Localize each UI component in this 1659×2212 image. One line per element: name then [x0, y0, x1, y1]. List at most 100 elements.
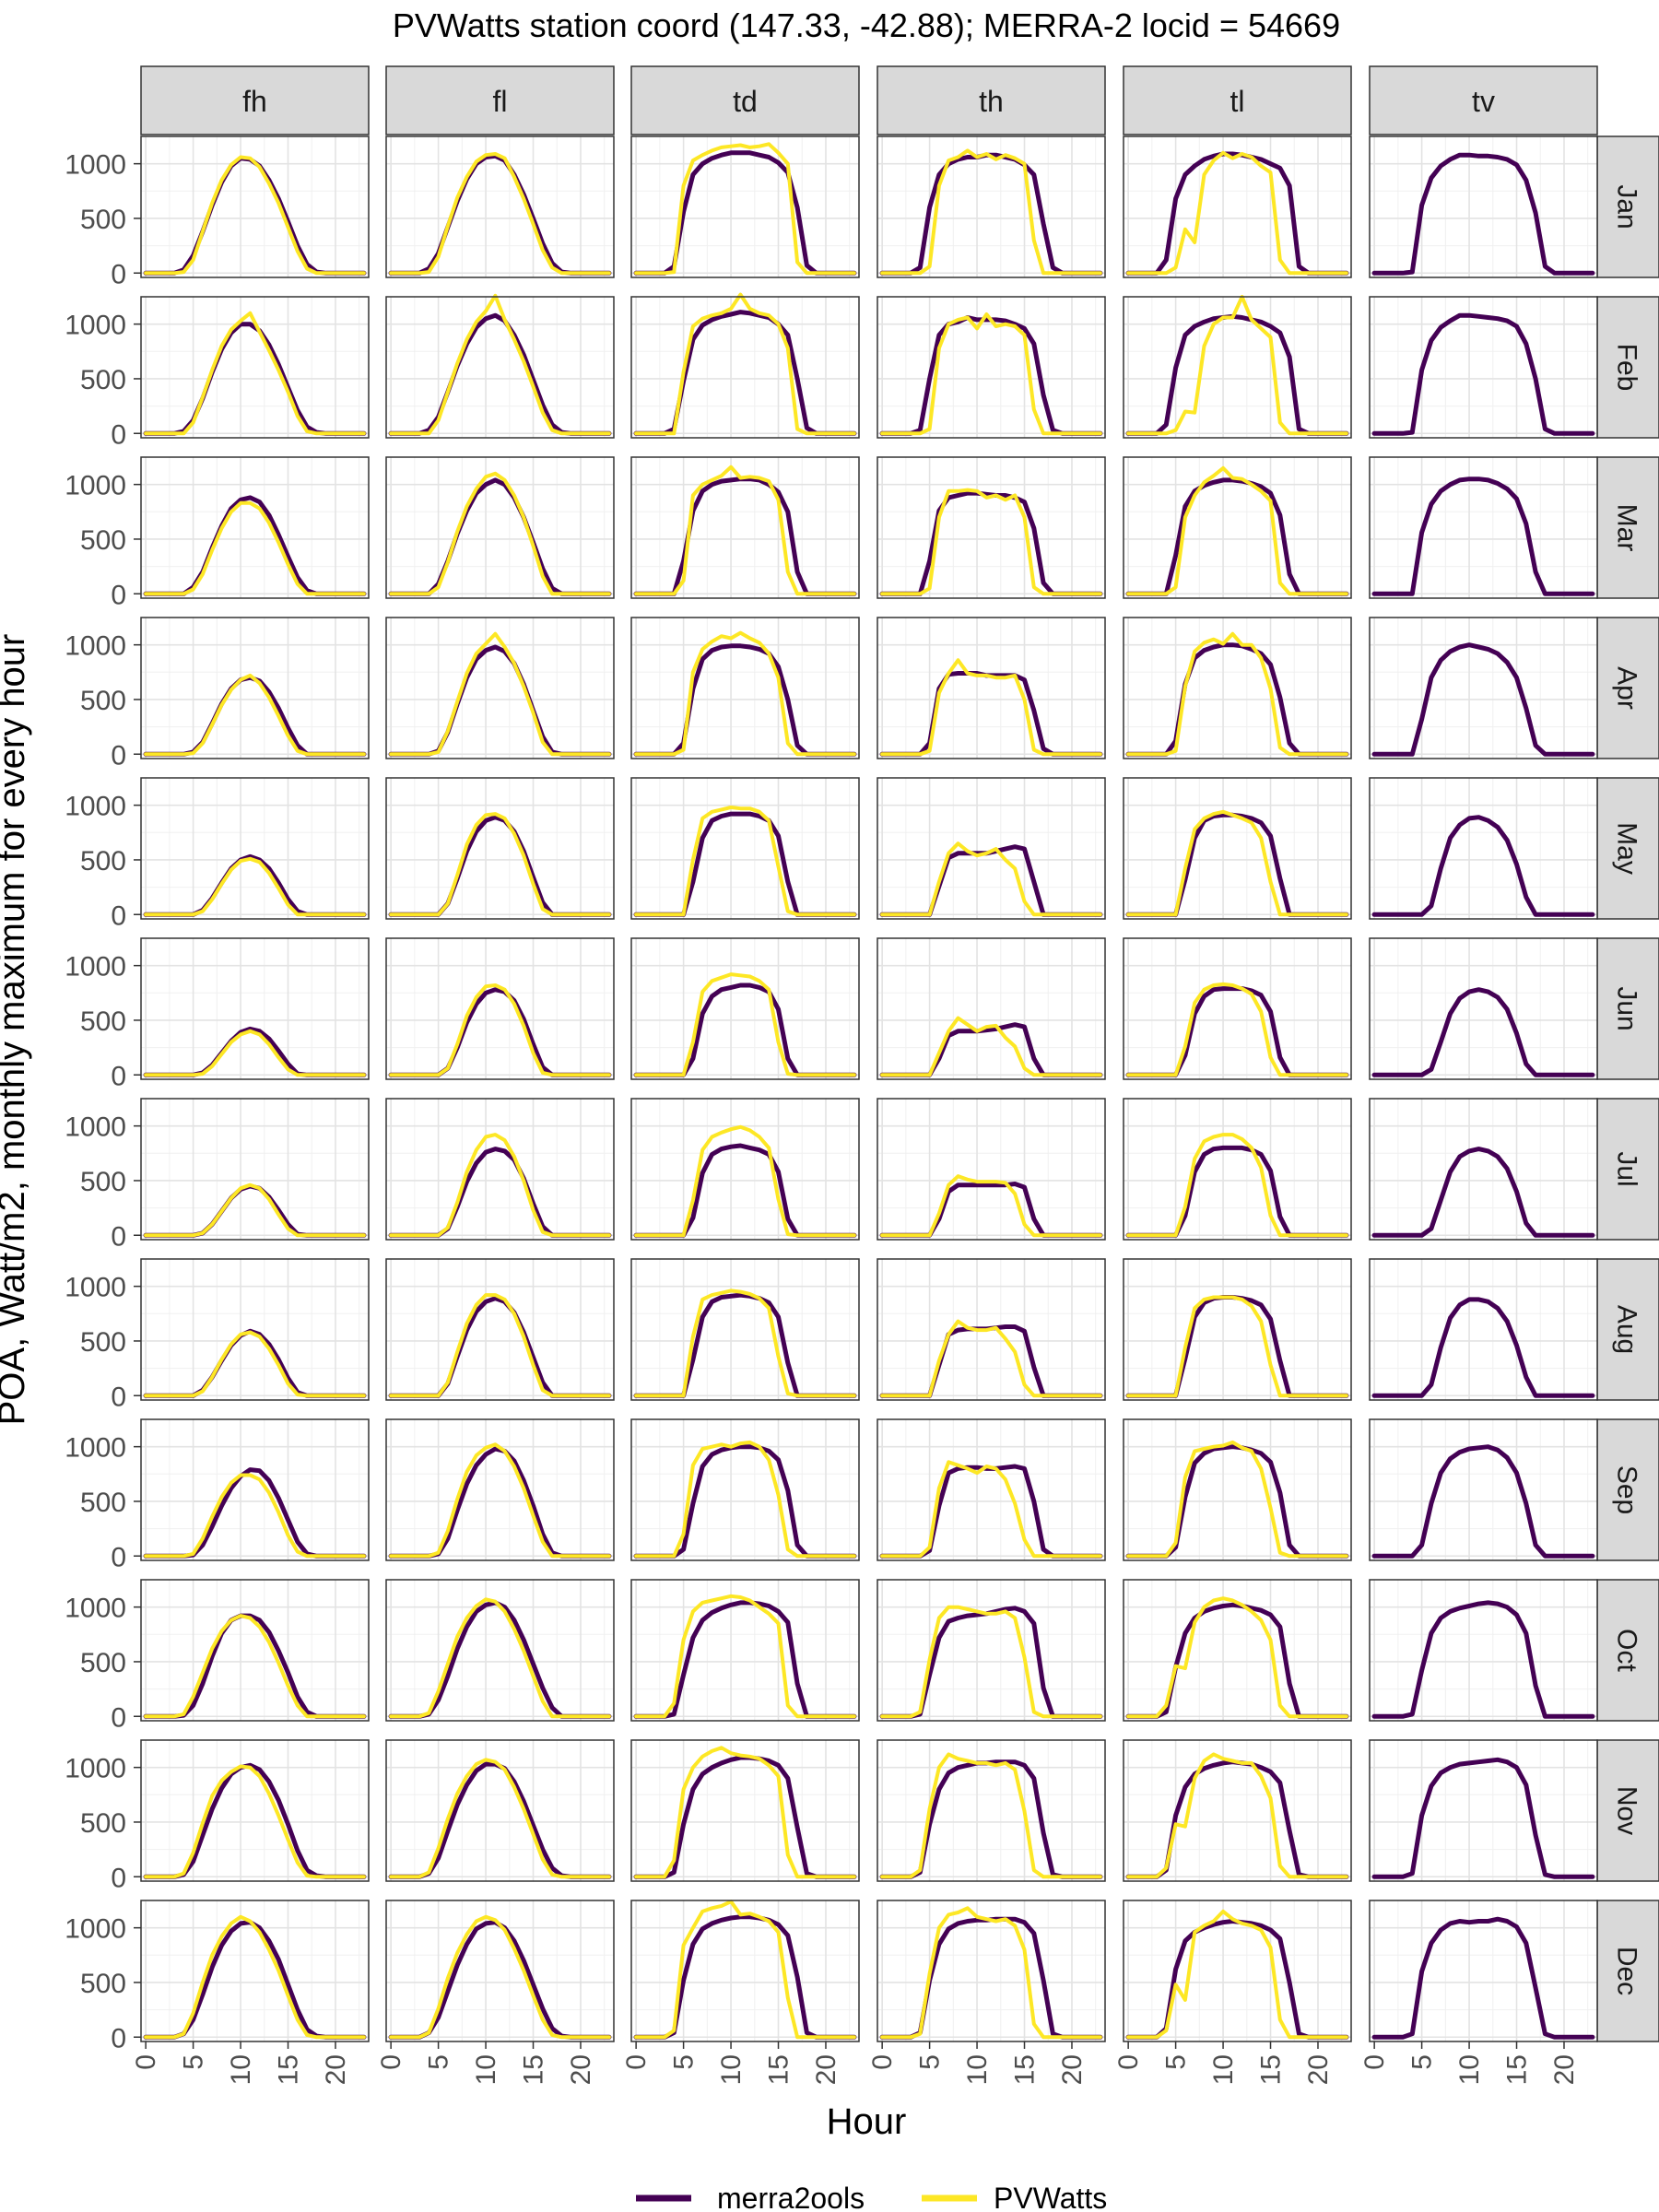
y-tick-label: 500 — [80, 1969, 126, 1999]
panel-border — [877, 937, 1106, 1080]
y-tick-label: 500 — [80, 1488, 126, 1518]
panel-border — [1123, 1900, 1352, 2042]
series-line-PVWatts — [1126, 150, 1348, 276]
panel-border — [877, 1579, 1106, 1722]
series-line-PVWatts — [880, 1906, 1102, 2040]
facet-strip-Feb — [1596, 296, 1659, 439]
x-tick-label: 10 — [1454, 2054, 1485, 2085]
x-tick-label: 15 — [1502, 2054, 1533, 2085]
series-line-merra2ools — [1371, 987, 1595, 1077]
series-line-merra2ools — [1371, 1444, 1595, 1559]
series-line-PVWatts — [634, 1594, 856, 1719]
series-line-PVWatts — [1126, 295, 1348, 436]
panel-border — [140, 617, 370, 759]
panel-tv-Dec — [1369, 1900, 1598, 2042]
panel-th-Jun — [877, 937, 1106, 1080]
panel-border — [385, 1739, 615, 1882]
series-line-merra2ools — [1371, 1757, 1595, 1879]
series-line-PVWatts — [880, 488, 1102, 596]
series-line-PVWatts — [144, 1764, 366, 1879]
panel-background — [141, 1259, 369, 1400]
y-tick-label: 0 — [111, 900, 126, 931]
panel-border — [877, 777, 1106, 920]
panel-fl-Jun — [385, 937, 615, 1080]
series-line-PVWatts — [634, 142, 856, 276]
panel-border — [1123, 135, 1352, 278]
panel-border — [385, 1258, 615, 1401]
y-tick-label: 500 — [80, 205, 126, 235]
panel-th-Aug — [877, 1258, 1106, 1401]
panel-tl-Oct — [1123, 1579, 1352, 1722]
y-tick-label: 500 — [80, 1648, 126, 1678]
panel-background — [631, 778, 859, 919]
series-line-PVWatts — [389, 293, 611, 436]
y-tick-label: 1000 — [65, 792, 126, 822]
series-line-PVWatts — [1126, 465, 1348, 596]
panel-border — [630, 1900, 860, 2042]
panel-border — [385, 937, 615, 1080]
panel-background — [1370, 297, 1597, 438]
series-line-PVWatts — [389, 1597, 611, 1719]
series-line-PVWatts — [389, 1442, 611, 1559]
y-tick-label: 0 — [111, 740, 126, 771]
x-tick-label: 15 — [519, 2054, 549, 2085]
panel-background — [386, 1580, 614, 1721]
panel-fl-Jul — [385, 1098, 615, 1241]
panel-border — [385, 617, 615, 759]
x-tick-label: 10 — [716, 2054, 747, 2085]
panel-background — [877, 938, 1105, 1079]
panel-background — [877, 1099, 1105, 1240]
panel-background — [386, 1259, 614, 1400]
x-tick-label: 10 — [962, 2054, 993, 2085]
panel-background — [631, 1259, 859, 1400]
panel-td-May — [630, 777, 860, 920]
series-line-PVWatts — [634, 972, 856, 1077]
chart-title: PVWatts station coord (147.33, -42.88); … — [393, 6, 1340, 44]
panel-border — [385, 135, 615, 278]
x-tick-label: 5 — [1407, 2054, 1438, 2070]
series-line-PVWatts — [634, 1124, 856, 1238]
panel-border — [1123, 1418, 1352, 1561]
y-tick-label: 500 — [80, 1006, 126, 1037]
series-line-PVWatts — [880, 1016, 1102, 1077]
panel-border — [877, 296, 1106, 439]
panel-border — [385, 1579, 615, 1722]
x-tick-label: 20 — [566, 2054, 596, 2085]
panel-border — [630, 1418, 860, 1561]
series-line-PVWatts — [880, 1752, 1102, 1879]
y-tick-label: 500 — [80, 686, 126, 716]
facet-strip-Aug — [1596, 1258, 1659, 1401]
panel-td-Jul — [630, 1098, 860, 1241]
panel-td-Dec — [630, 1900, 860, 2042]
panel-background — [877, 618, 1105, 759]
panel-fh-Nov — [140, 1739, 370, 1882]
x-tick-label: 0 — [131, 2054, 161, 2070]
x-tick-label: 15 — [764, 2054, 794, 2085]
series-line-PVWatts — [144, 673, 366, 757]
panel-th-Jul — [877, 1098, 1106, 1241]
facet-strip-label: fh — [242, 85, 267, 118]
x-tick-label: 10 — [226, 2054, 256, 2085]
panel-background — [1124, 778, 1351, 919]
panel-fl-Apr — [385, 617, 615, 759]
facet-strip-label: Mar — [1612, 504, 1642, 552]
y-tick-label: 1000 — [65, 1594, 126, 1624]
facet-strip-label: Dec — [1612, 1947, 1642, 1995]
panel-th-Jan — [877, 135, 1106, 278]
series-line-PVWatts — [389, 471, 611, 596]
panel-border — [630, 1258, 860, 1401]
panel-background — [386, 1419, 614, 1560]
y-tick-label: 0 — [111, 259, 126, 289]
panel-tv-Jan — [1369, 135, 1598, 278]
panel-fl-Oct — [385, 1579, 615, 1722]
facet-strip-tl — [1123, 65, 1352, 135]
panel-border — [1369, 135, 1598, 278]
panel-border — [140, 1098, 370, 1241]
panel-border — [140, 1418, 370, 1561]
series-line-merra2ools — [1371, 312, 1595, 436]
panel-border — [385, 456, 615, 599]
series-line-PVWatts — [634, 1746, 856, 1879]
y-tick-label: 1000 — [65, 1112, 126, 1143]
panel-background — [1370, 618, 1597, 759]
y-tick-label: 500 — [80, 846, 126, 877]
